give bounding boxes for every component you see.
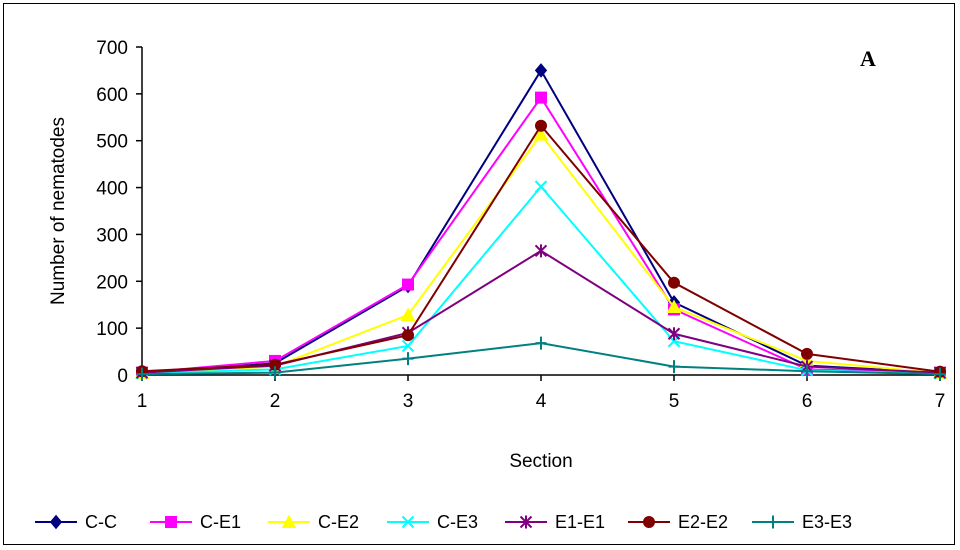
x-tick-label: 3	[403, 391, 414, 412]
legend-marker	[49, 514, 63, 530]
x-axis-title: Section	[509, 451, 572, 472]
series-line	[141, 249, 941, 374]
legend-label: E2-E2	[678, 512, 728, 532]
panel-label: A	[860, 46, 876, 71]
legend-label: C-E1	[200, 512, 241, 532]
legend-label: E3-E3	[802, 512, 852, 532]
x-axis-ticks: 1 2 3 4 5 6 7	[137, 375, 946, 412]
legend-entry: C-E1	[150, 512, 241, 532]
data-point	[402, 329, 414, 342]
series-line	[141, 68, 941, 374]
series-e3-e3	[136, 336, 946, 381]
series-c-c	[135, 63, 947, 380]
y-axis-title: Number of nematodes	[48, 117, 69, 305]
x-tick-label: 6	[802, 391, 813, 412]
legend: C-C C-E1 C-E2 C-E3 E1-E1 E2-E2 E3-E3	[35, 512, 852, 532]
data-point	[535, 336, 547, 350]
legend-label: C-E3	[437, 512, 478, 532]
y-tick-label: 100	[96, 319, 128, 340]
data-point	[668, 360, 680, 374]
series-layer	[134, 63, 948, 381]
legend-marker	[519, 515, 533, 529]
legend-label: E1-E1	[555, 512, 605, 532]
data-point	[934, 367, 946, 381]
data-point	[400, 307, 416, 322]
legend-entry: C-E2	[268, 512, 359, 532]
y-tick-label: 500	[96, 132, 128, 153]
data-point	[535, 91, 547, 104]
data-point	[666, 299, 682, 314]
y-tick-label: 700	[96, 38, 128, 59]
legend-marker	[401, 515, 415, 529]
y-tick-label: 400	[96, 179, 128, 200]
legend-entry: C-C	[35, 512, 117, 532]
x-tick-label: 7	[935, 391, 946, 412]
data-point	[136, 367, 148, 381]
legend-label: C-C	[85, 512, 117, 532]
legend-marker	[643, 516, 655, 528]
data-point	[534, 63, 548, 78]
y-tick-label: 200	[96, 272, 128, 293]
legend-entry: C-E3	[387, 512, 478, 532]
legend-marker	[767, 515, 779, 529]
legend-marker	[165, 516, 177, 528]
y-tick-label: 300	[96, 225, 128, 246]
legend-entry: E2-E2	[628, 512, 728, 532]
data-point	[667, 327, 681, 341]
x-tick-label: 5	[669, 391, 680, 412]
x-tick-label: 2	[270, 391, 281, 412]
series-e1-e1	[135, 244, 947, 380]
legend-entry: E3-E3	[752, 512, 852, 532]
data-point	[401, 339, 415, 353]
data-point	[668, 276, 680, 289]
x-tick-label: 1	[137, 391, 148, 412]
legend-label: C-E2	[318, 512, 359, 532]
data-point	[801, 364, 813, 378]
y-tick-label: 600	[96, 85, 128, 106]
data-point	[402, 352, 414, 366]
legend-entry: E1-E1	[505, 512, 605, 532]
data-point	[402, 278, 414, 291]
y-axis-ticks: 0 100 200 300 400 500 600 700	[96, 38, 142, 387]
data-point	[533, 127, 549, 141]
legend-marker	[281, 514, 297, 528]
data-point	[534, 180, 548, 193]
chart-frame	[3, 3, 955, 545]
data-point	[801, 347, 813, 360]
data-point	[535, 119, 547, 132]
data-point	[269, 366, 281, 380]
y-tick-label: 0	[117, 366, 128, 387]
data-point	[534, 244, 548, 258]
x-tick-label: 4	[536, 391, 547, 412]
